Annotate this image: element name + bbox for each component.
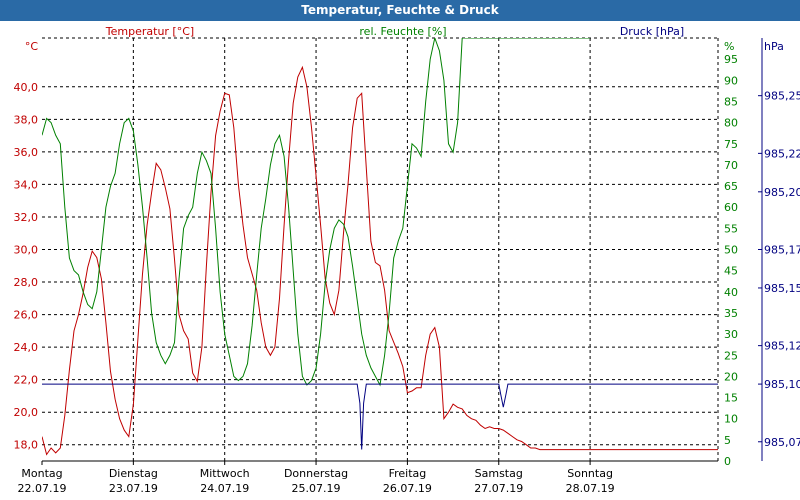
temperature-tick-label: 36,0 — [14, 146, 39, 159]
humidity-tick-label: 25 — [724, 349, 738, 362]
temperature-unit-label: °C — [25, 40, 39, 53]
humidity-tick-label: 60 — [724, 201, 738, 214]
x-tick-date: 22.07.19 — [18, 482, 67, 495]
temperature-tick-label: 34,0 — [14, 178, 39, 191]
x-tick-day: Freitag — [389, 467, 427, 480]
humidity-tick-label: 55 — [724, 222, 738, 235]
humidity-tick-label: 35 — [724, 307, 738, 320]
series-line-pressure — [42, 383, 718, 450]
humidity-tick-label: 5 — [724, 434, 731, 447]
x-tick-day: Donnerstag — [284, 467, 348, 480]
humidity-tick-label: 50 — [724, 244, 738, 257]
temperature-tick-label: 40,0 — [14, 81, 39, 94]
pressure-tick-label: 985,10 — [764, 378, 800, 391]
humidity-tick-label: 30 — [724, 328, 738, 341]
temperature-tick-label: 38,0 — [14, 113, 39, 126]
temperature-tick-label: 24,0 — [14, 341, 39, 354]
pressure-tick-label: 985,15 — [764, 282, 800, 295]
series-line-humidity — [42, 38, 591, 387]
humidity-unit-label: % — [724, 40, 734, 53]
humidity-tick-label: 10 — [724, 413, 738, 426]
humidity-tick-label: 40 — [724, 286, 738, 299]
series-line-temperature — [42, 65, 718, 456]
pressure-tick-label: 985,17 — [764, 244, 800, 257]
window-title: Temperatur, Feuchte & Druck — [0, 0, 800, 21]
humidity-tick-label: 80 — [724, 117, 738, 130]
humidity-tick-label: 70 — [724, 159, 738, 172]
pressure-unit-label: hPa — [764, 40, 784, 53]
temperature-tick-label: 30,0 — [14, 244, 39, 257]
temperature-axis-title: Temperatur [°C] — [105, 25, 194, 38]
pressure-tick-label: 985,07 — [764, 436, 800, 449]
x-tick-day: Sonntag — [567, 467, 613, 480]
humidity-tick-label: 45 — [724, 265, 738, 278]
pressure-tick-label: 985,22 — [764, 147, 800, 160]
x-tick-day: Montag — [21, 467, 62, 480]
temperature-tick-label: 22,0 — [14, 374, 39, 387]
temperature-tick-label: 28,0 — [14, 276, 39, 289]
x-tick-date: 26.07.19 — [383, 482, 432, 495]
humidity-tick-label: 75 — [724, 138, 738, 151]
temperature-tick-label: 26,0 — [14, 309, 39, 322]
humidity-tick-label: 20 — [724, 370, 738, 383]
x-tick-date: 28.07.19 — [566, 482, 615, 495]
x-tick-date: 27.07.19 — [474, 482, 523, 495]
pressure-axis-title: Druck [hPa] — [620, 25, 684, 38]
temperature-tick-label: 18,0 — [14, 439, 39, 452]
x-tick-date: 23.07.19 — [109, 482, 158, 495]
humidity-tick-label: 65 — [724, 180, 738, 193]
x-tick-day: Samstag — [475, 467, 523, 480]
pressure-tick-label: 985,20 — [764, 186, 800, 199]
humidity-tick-label: 15 — [724, 392, 738, 405]
humidity-tick-label: 90 — [724, 74, 738, 87]
x-tick-date: 25.07.19 — [292, 482, 341, 495]
humidity-tick-label: 85 — [724, 95, 738, 108]
x-tick-day: Dienstag — [109, 467, 158, 480]
humidity-tick-label: 0 — [724, 455, 731, 468]
x-tick-day: Mittwoch — [200, 467, 250, 480]
pressure-tick-label: 985,12 — [764, 340, 800, 353]
temperature-tick-label: 32,0 — [14, 211, 39, 224]
humidity-axis-title: rel. Feuchte [%] — [359, 25, 446, 38]
temperature-tick-label: 20,0 — [14, 406, 39, 419]
x-tick-date: 24.07.19 — [200, 482, 249, 495]
pressure-tick-label: 985,25 — [764, 90, 800, 103]
humidity-tick-label: 95 — [724, 53, 738, 66]
